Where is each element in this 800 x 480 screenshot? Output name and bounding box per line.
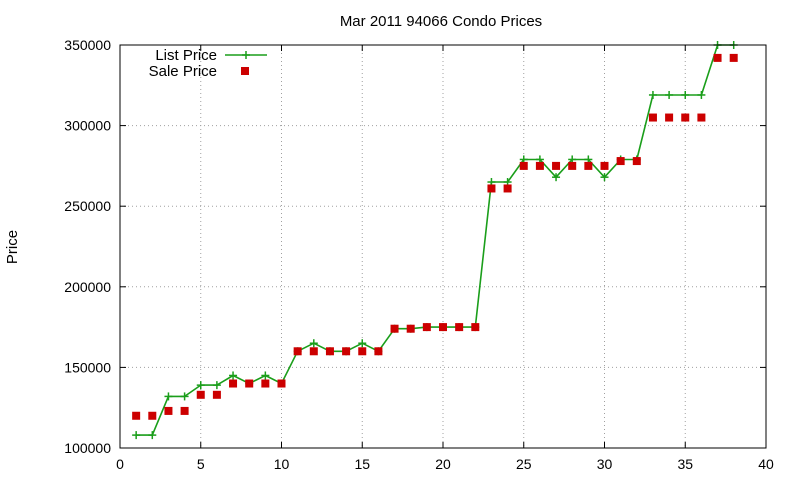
sale-price-point <box>568 161 577 170</box>
sale-price-point <box>439 323 447 332</box>
sale-price-point <box>648 113 657 122</box>
list-price-point <box>132 431 141 440</box>
list-price-point <box>229 371 238 380</box>
legend-marker-sale-price <box>241 67 249 75</box>
sale-price-point <box>245 379 254 388</box>
sale-price-point <box>616 157 625 166</box>
sale-price-point <box>729 53 738 62</box>
list-price-point <box>600 173 609 182</box>
sale-price-point <box>584 161 593 170</box>
sale-price-point <box>212 390 221 399</box>
x-tick-label: 40 <box>758 456 774 472</box>
sale-price-point <box>665 113 674 122</box>
x-tick-label: 0 <box>116 456 124 472</box>
sale-price-point <box>519 161 528 170</box>
list-price-line <box>136 44 734 436</box>
sale-price-point <box>342 347 351 356</box>
sale-price-point <box>261 379 270 388</box>
y-axis-label: Price <box>4 230 21 264</box>
legend: List Price Sale Price <box>149 47 267 80</box>
list-price-point <box>697 90 706 99</box>
sale-price-point <box>277 379 286 388</box>
list-price-point <box>309 339 318 348</box>
sale-price-point <box>374 347 383 356</box>
sale-price-point <box>471 323 480 332</box>
sale-price-point <box>503 184 512 193</box>
x-tick-label: 25 <box>516 456 532 472</box>
sale-price-point <box>552 161 561 170</box>
sale-price-point <box>487 184 496 193</box>
y-tick-label: 100000 <box>64 440 111 456</box>
x-tick-label: 15 <box>354 456 370 472</box>
x-tick-label: 10 <box>274 456 290 472</box>
list-price-point <box>196 381 205 390</box>
y-tick-label: 150000 <box>64 359 111 375</box>
sale-price-point <box>325 347 334 356</box>
axis-ticks: 0 5 10 15 20 25 30 35 40 100000 150000 200000 250000… <box>64 37 774 472</box>
y-tick-label: 300000 <box>64 118 111 134</box>
list-price-point <box>358 339 367 348</box>
plot-series <box>132 41 738 440</box>
list-price-point <box>148 431 157 440</box>
sale-price-point <box>180 406 189 415</box>
list-price-point <box>212 381 221 390</box>
x-tick-label: 5 <box>197 456 205 472</box>
chart-title: Mar 2011 94066 Condo Prices <box>340 13 542 30</box>
sale-price-point <box>455 323 464 332</box>
x-tick-label: 30 <box>597 456 613 472</box>
list-price-point <box>261 371 270 380</box>
sale-price-point <box>535 161 544 170</box>
x-tick-label: 20 <box>435 456 451 472</box>
sale-price-point <box>390 324 399 333</box>
sale-price-point <box>229 379 238 388</box>
sale-price-point <box>632 157 641 166</box>
sale-price-point <box>681 113 690 122</box>
sale-price-point <box>293 347 302 356</box>
sale-price-point <box>406 324 415 333</box>
sale-price-point <box>422 323 431 332</box>
sale-price-point <box>713 53 722 62</box>
legend-marker-list-price <box>242 51 250 59</box>
sale-price-point <box>309 347 318 356</box>
sale-price-point <box>600 161 609 170</box>
x-tick-label: 35 <box>677 456 693 472</box>
list-price-point <box>180 392 189 401</box>
sale-price-point <box>358 347 367 356</box>
sale-price-point <box>697 113 706 122</box>
y-tick-label: 250000 <box>64 198 111 214</box>
sale-price-point <box>132 411 141 420</box>
legend-label-sale-price: Sale Price <box>149 63 217 80</box>
sale-price-point <box>196 390 205 399</box>
y-tick-label: 200000 <box>64 279 111 295</box>
list-price-point <box>681 90 690 99</box>
legend-label-list-price: List Price <box>155 47 217 64</box>
list-price-point <box>648 90 657 99</box>
list-price-point <box>164 392 173 401</box>
sale-price-point <box>148 411 157 420</box>
list-price-point <box>665 90 674 99</box>
sale-price-point <box>164 406 173 415</box>
y-tick-label: 350000 <box>64 37 111 53</box>
list-price-point <box>552 173 561 182</box>
